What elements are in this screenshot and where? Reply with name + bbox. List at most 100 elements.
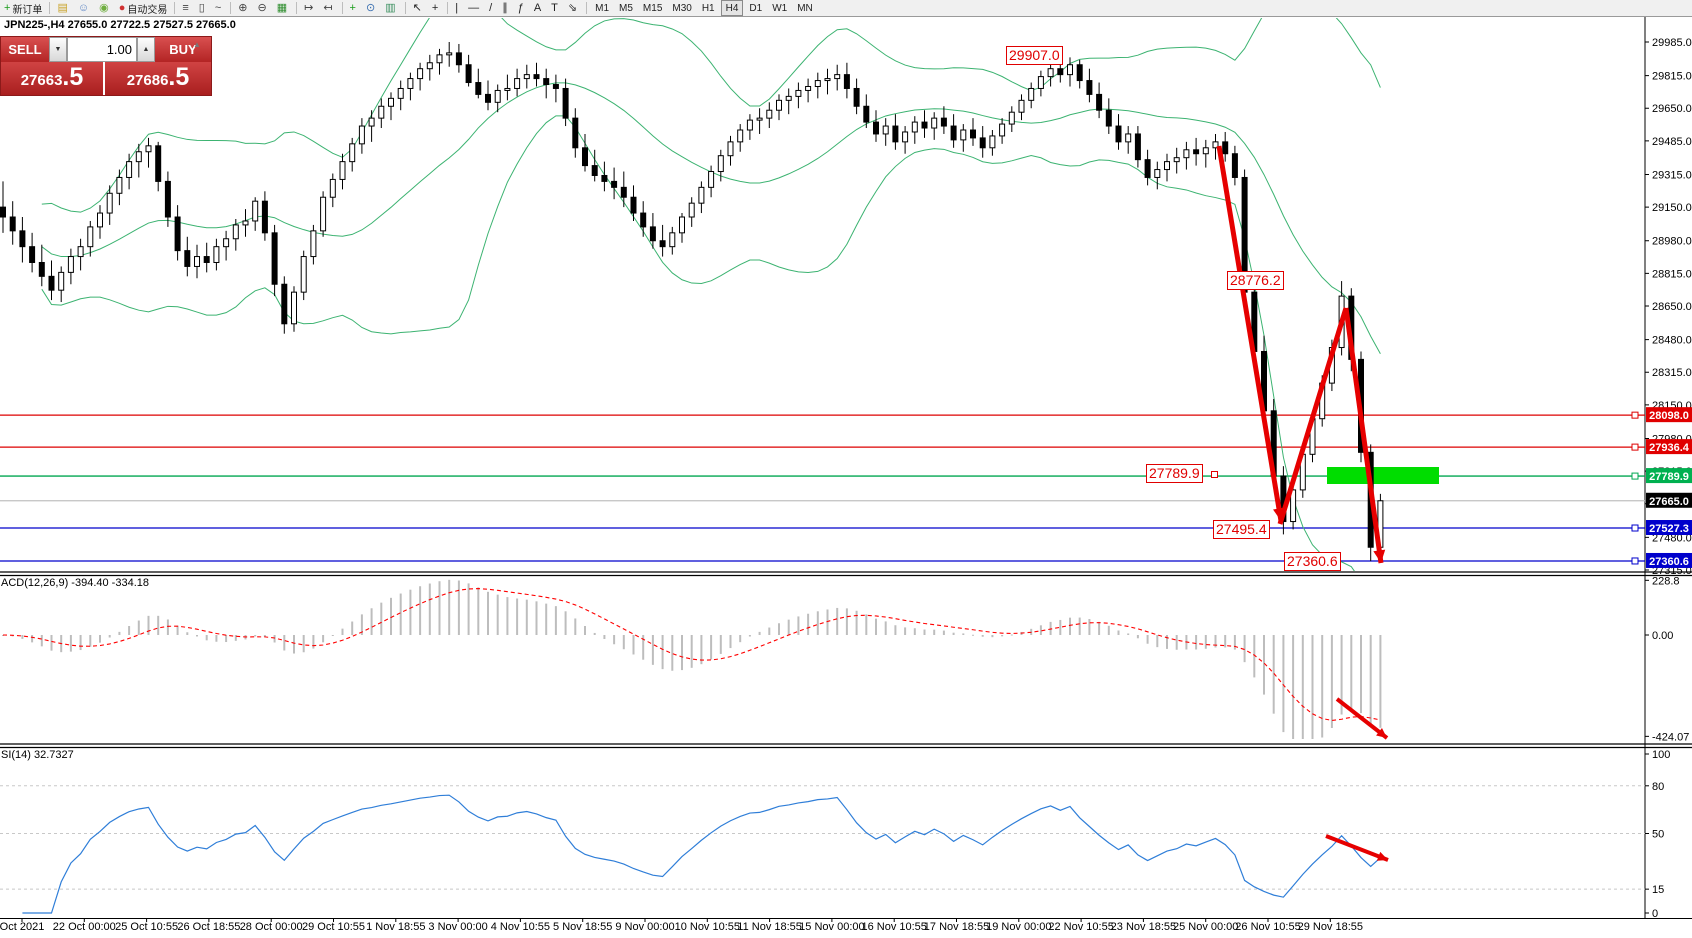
time-axis-label: 25 Oct 10:55 [115,921,179,933]
text-icon[interactable]: A [531,1,546,15]
sell-button[interactable]: SELL [1,37,49,62]
sell-price[interactable]: 27663 .5 [1,62,103,95]
timeframe-M30[interactable]: M30 [672,2,692,14]
auto-trading-button-label: 自动交易 [127,4,168,16]
svg-text:28650.0: 28650.0 [1652,301,1692,313]
panel-collapse-icon[interactable]: ▲ [193,40,201,49]
svg-text:27665.0: 27665.0 [1649,496,1689,508]
price-annotation[interactable]: 27360.6 [1284,552,1341,571]
sell-price-main: 27663 [20,72,63,89]
volume-up-button[interactable]: ▲ [137,37,155,62]
green-highlight-box[interactable] [1327,467,1439,484]
svg-text:27480.0: 27480.0 [1652,532,1692,544]
label-icon[interactable]: T [548,1,563,15]
bollinger-bands [41,18,1381,571]
timeframe-MN[interactable]: MN [797,2,813,14]
timeframe-M1[interactable]: M1 [595,2,610,14]
svg-text:27360.6: 27360.6 [1649,556,1689,568]
zoom-out-icon[interactable]: ⊖ [254,1,271,15]
price-annotation[interactable]: 27789.9 [1146,464,1203,483]
price-annotation[interactable]: 28776.2 [1227,271,1284,290]
svg-text:29485.0: 29485.0 [1652,136,1692,148]
price-annotation[interactable]: 27495.4 [1213,520,1270,539]
vertical-line-icon[interactable]: | [452,1,463,15]
time-axis-ticks [21,918,1331,922]
svg-text:15: 15 [1652,884,1664,896]
trendline-icon: / [489,1,493,14]
time-axis-label: 4 Nov 10:55 [490,921,551,933]
bar-chart-icon[interactable]: ≡ [179,1,193,15]
charts-icon[interactable]: ▤ [54,1,72,15]
volume-input[interactable]: 1.00 [67,37,137,62]
timeframe-D1[interactable]: D1 [749,2,763,14]
crosshair-icon: + [431,1,439,14]
timeframe-H1[interactable]: H1 [701,2,715,14]
buy-button[interactable]: BUY [155,37,211,62]
buy-price[interactable]: 27686 .5 [105,62,211,95]
svg-text:0: 0 [1652,908,1658,920]
time-axis-label: 10 Nov 10:55 [674,921,741,933]
timeframe-H4[interactable]: H4 [720,0,744,16]
periods-icon[interactable]: ⊙ [363,1,380,15]
time-axis-label: Oct 2021 [0,921,45,933]
time-axis-label: 22 Nov 10:55 [1048,921,1114,933]
auto-scroll-icon[interactable]: ↦ [301,1,318,15]
annotation-anchor [1211,471,1218,478]
one-click-trading-panel: SELL ▼ 1.00 ▲ BUY 27663 .5 27686 .5 [0,36,212,96]
time-axis-label: 29 Oct 10:55 [302,921,365,933]
trendline-icon[interactable]: / [486,1,497,15]
new-order-icon: + [4,1,11,14]
profile-icon[interactable]: ☺ [75,1,94,15]
chevron-up-icon: ▲ [142,46,150,53]
price-annotation[interactable]: 29907.0 [1006,46,1063,65]
timeframe-M15[interactable]: M15 [642,2,663,14]
timeframe-M5[interactable]: M5 [619,2,633,14]
chart-shift-icon[interactable]: ↤ [320,1,337,15]
horizontal-level-lines[interactable] [0,411,1645,565]
price-badge: 27936.4 [1646,439,1692,455]
horizontal-line-icon[interactable]: — [465,1,484,15]
svg-text:0.00: 0.00 [1652,630,1673,642]
rsi-level-lines [0,785,1645,890]
auto-trading-button[interactable]: ● 自动交易 [116,1,171,16]
channel-icon[interactable]: ∥ [499,1,513,15]
panel-resize-separator[interactable] [0,571,1692,749]
svg-text:28480.0: 28480.0 [1652,335,1692,347]
svg-text:29650.0: 29650.0 [1652,103,1692,115]
candlestick-chart-icon[interactable]: ▯ [196,1,210,15]
sell-price-fraction: .5 [62,63,84,91]
fibonacci-icon[interactable]: ƒ [515,1,529,15]
svg-text:228.8: 228.8 [1652,575,1680,587]
trend-arrows[interactable] [1216,145,1389,862]
templates-icon[interactable]: ▥ [382,1,400,15]
price-badge: 27789.9 [1646,468,1692,484]
timeframe-W1[interactable]: W1 [772,2,788,14]
time-axis[interactable]: Oct 2021 22 Oct 00:00 25 Oct 10:55 26 Oct 1… [0,920,1692,938]
new-order-button-label: 新订单 [12,4,43,16]
time-axis-label: 9 Nov 00:00 [615,921,675,933]
line-chart-icon[interactable]: ~ [212,1,226,15]
crosshair-icon[interactable]: + [429,1,443,15]
label-icon: T [551,1,558,14]
svg-text:28098.0: 28098.0 [1649,410,1689,422]
profile-icon: ☺ [77,1,90,14]
arrows-tool-icon[interactable]: ⇘ [565,1,582,15]
tile-windows-icon[interactable]: ▦ [274,1,292,15]
time-axis-label: 29 Nov 18:55 [1297,921,1364,933]
toolbar-separator [447,2,449,14]
signals-icon[interactable]: ◉ [96,1,114,15]
time-axis-label: 26 Nov 10:55 [1235,921,1301,933]
periods-icon: ⊙ [365,1,376,14]
new-order-button[interactable]: + 新订单 [1,1,45,16]
cursor-icon[interactable]: ↖ [410,1,427,15]
zoom-in-icon[interactable]: ⊕ [235,1,252,15]
line-chart-icon: ~ [214,1,222,14]
volume-down-button[interactable]: ▼ [49,37,67,62]
fibonacci-icon: ƒ [517,1,524,14]
charts-icon: ▤ [57,1,68,14]
zoom-out-icon: ⊖ [257,1,267,14]
indicators-icon[interactable]: + [347,1,361,15]
buy-price-main: 27686 [126,72,169,89]
zoom-in-icon: ⊕ [238,1,248,14]
